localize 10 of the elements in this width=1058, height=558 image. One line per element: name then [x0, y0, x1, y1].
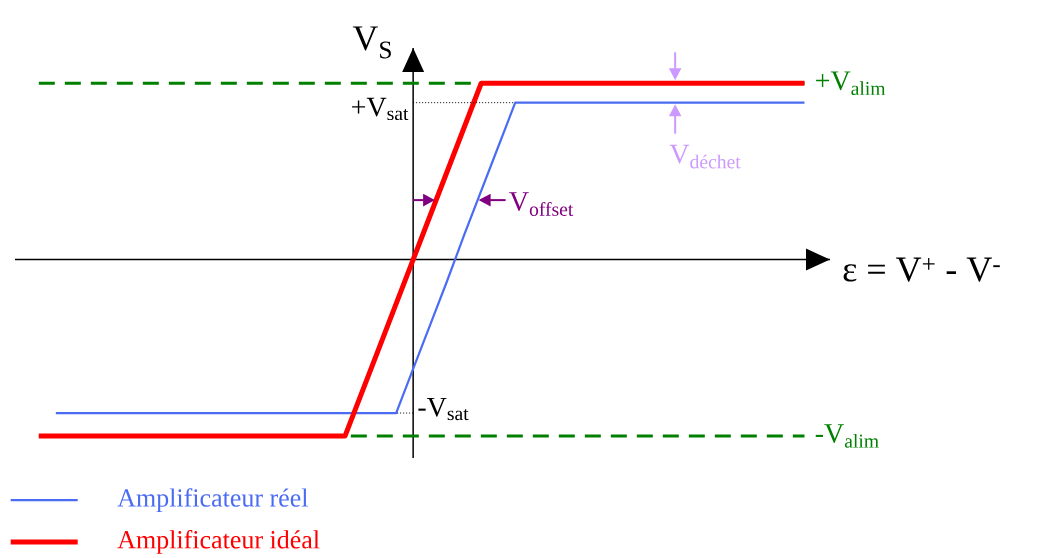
ref-line-label: -V$_{alim}$ — [815, 424, 879, 448]
legend-label: Amplificateur idéal — [117, 529, 320, 554]
annotation: V$_{déchet}$ — [669, 144, 741, 169]
x-axis-title: ε = V$^{+}$ - V$^{-}$ — [843, 257, 1000, 282]
y-axis-title: V$_{S}$ — [352, 26, 391, 59]
annotation: -V$_{sat}$ — [418, 397, 469, 421]
annotation: V$_{offset}$ — [509, 192, 574, 216]
legend-label: Amplificateur réel — [117, 488, 308, 513]
annotation: +V$_{sat}$ — [352, 97, 409, 121]
ref-line-label: +V$_{alim}$ — [816, 71, 886, 96]
